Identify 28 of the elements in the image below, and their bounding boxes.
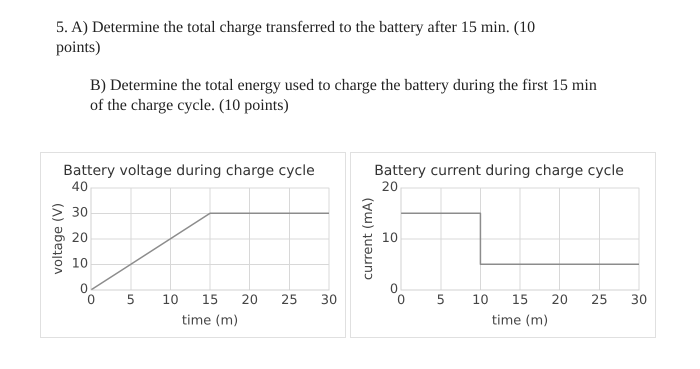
- chart-title: Battery current during charge cycle: [374, 163, 624, 180]
- x-tick-label: 20: [551, 292, 568, 308]
- y-tick-label: 0: [390, 282, 398, 298]
- x-tick-label: 5: [436, 292, 445, 308]
- y-tick-label: 40: [72, 180, 88, 196]
- y-tick-label: 30: [72, 206, 88, 221]
- x-axis-title: time (m): [492, 314, 548, 329]
- y-axis-title: voltage (V): [51, 202, 66, 275]
- x-axis-title: time (m): [182, 314, 238, 329]
- x-tick-label: 5: [126, 292, 135, 308]
- y-tick-label: 10: [72, 256, 88, 272]
- x-tick-label: 30: [630, 292, 648, 308]
- x-tick-label: 25: [591, 292, 608, 308]
- x-tick-label: 10: [472, 292, 489, 308]
- x-tick-label: 15: [202, 292, 218, 308]
- y-tick-label: 0: [80, 282, 88, 298]
- x-tick-label: 30: [320, 292, 338, 308]
- x-tick-label: 15: [512, 292, 528, 308]
- chart-title: Battery voltage during charge cycle: [63, 163, 315, 180]
- text: 5. A) Determine the total charge transferred to the battery after 15 min. (10 points): [56, 18, 536, 58]
- y-axis-title: current (mA): [361, 197, 376, 280]
- x-tick-label: 10: [162, 292, 179, 308]
- x-tick-label: 25: [281, 292, 298, 308]
- y-tick-label: 20: [382, 180, 398, 196]
- x-tick-label: 20: [241, 292, 258, 308]
- y-tick-label: 20: [72, 231, 88, 246]
- y-tick-label: 10: [382, 231, 398, 246]
- text: B) Determine the total energy used to charge the battery during the first 15 min of the charge cycle. (10 points): [90, 76, 598, 116]
